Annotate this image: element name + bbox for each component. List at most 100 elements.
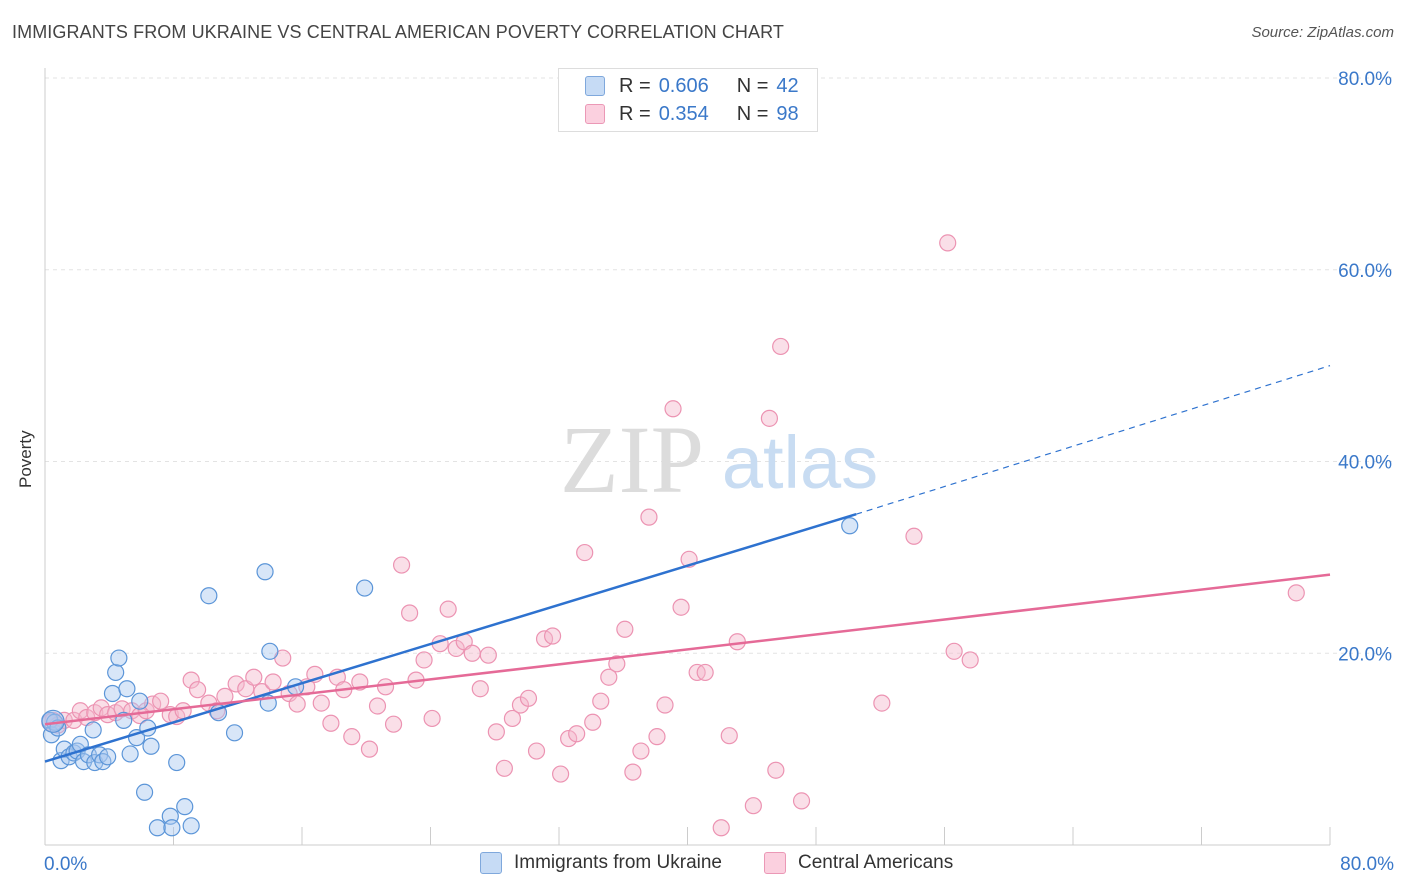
trend-lines [44,365,1331,763]
tick-labels: 20.0% 40.0% 60.0% 80.0% 0.0% 80.0% [44,69,1394,875]
central-americans-point [471,680,489,698]
ukraine-point [131,692,149,710]
central-americans-point [873,694,891,712]
ukraine-point [103,684,122,703]
central-americans-point [772,337,790,356]
central-americans-point [792,792,811,810]
ukraine-point [118,680,136,698]
central-americans-point [608,655,626,673]
central-americans-point [384,715,403,733]
ukraine-point [121,745,139,763]
y-tick-label: 60.0% [1338,261,1392,282]
central-americans-point [264,673,282,691]
central-americans-point [939,234,957,252]
central-americans-point [423,709,441,728]
central-americans-point [463,644,481,662]
ukraine-point [225,724,244,742]
central-americans-point [576,543,594,562]
legend-r-value: 0.606 [658,74,709,97]
legend-r-label: R = [619,74,651,97]
ukraine-point [135,783,154,801]
ukraine-point [107,663,125,682]
legend-n-value: 98 [776,102,799,125]
x-tick-label: 0.0% [44,854,87,875]
watermark-zip: ZIP [560,406,704,513]
ukraine-point [168,753,186,772]
central-americans-point [760,409,779,427]
trend-line-ukraine [44,513,857,763]
central-americans-point [487,723,505,741]
central-americans-point [648,728,666,746]
central-americans-point [174,702,192,720]
central-americans-point [527,742,546,760]
central-americans-point [343,728,361,746]
legend-swatch-ukraine [585,76,605,96]
legend-row-central-americans: R = 0.354 N = 98 [585,101,799,127]
central-americans-point [182,671,200,689]
ukraine-point [841,517,859,535]
central-americans-point [744,797,762,815]
central-americans-point [401,604,419,622]
chart-title: IMMIGRANTS FROM UKRAINE VS CENTRAL AMERI… [12,22,785,42]
central-americans-point [543,627,562,645]
central-americans-point [519,689,538,707]
central-americans-point [188,681,207,699]
central-americans-point [656,696,674,714]
central-americans-point [905,527,923,545]
source-label: Source: ZipAtlas.com [1251,24,1394,41]
y-axis-title: Poverty [16,430,35,488]
series-central-americans [41,234,1305,837]
ukraine-point [163,819,181,837]
ukraine-point [99,748,117,766]
legend-item-ukraine: Immigrants from Ukraine [480,852,722,874]
central-americans-point [312,694,330,712]
central-americans-point [503,709,522,728]
central-americans-point [376,678,395,696]
legend-n-value: 42 [776,74,799,97]
ukraine-point [142,737,160,755]
central-americans-point [227,675,245,693]
central-americans-point [392,556,411,574]
legend-swatch-central-americans [585,104,605,124]
y-tick-label: 80.0% [1338,69,1392,90]
central-americans-point [560,729,578,748]
central-americans-point [152,692,170,710]
central-americans-point [592,692,610,710]
central-americans-point [368,697,387,715]
gridlines [45,77,1392,654]
ukraine-point [261,642,279,660]
central-americans-point [415,651,433,669]
central-americans-point [479,646,497,664]
legend-swatch-central-americans [764,852,786,874]
ukraine-point [94,752,112,771]
central-americans-point [624,763,642,781]
correlation-legend: R = 0.606 N = 42 R = 0.354 N = 98 [558,68,818,132]
watermark: ZIP atlas [560,406,878,513]
central-americans-point [568,725,586,743]
ukraine-point [182,817,200,835]
legend-label-ukraine: Immigrants from Ukraine [514,852,722,873]
legend-n-label: N = [736,74,769,97]
central-americans-point [288,695,306,713]
central-americans-point [672,598,690,616]
central-americans-point [696,663,714,682]
legend-r-label: R = [619,102,651,125]
central-americans-point [664,400,682,418]
central-americans-point [712,819,730,837]
central-americans-point [584,713,602,731]
legend-r-value: 0.354 [658,102,709,125]
ukraine-point [148,819,167,837]
central-americans-point [767,761,785,779]
central-americans-point [632,742,650,760]
central-americans-point [495,759,513,777]
central-americans-point [961,651,979,669]
central-americans-point [945,642,963,660]
ukraine-point [256,563,274,581]
y-tick-label: 40.0% [1338,453,1392,474]
central-americans-point [600,668,618,686]
ukraine-point [84,721,102,739]
series-legend: Immigrants from Ukraine Central American… [0,850,1406,880]
ukraine-point [356,579,374,597]
ukraine-point [110,649,128,667]
